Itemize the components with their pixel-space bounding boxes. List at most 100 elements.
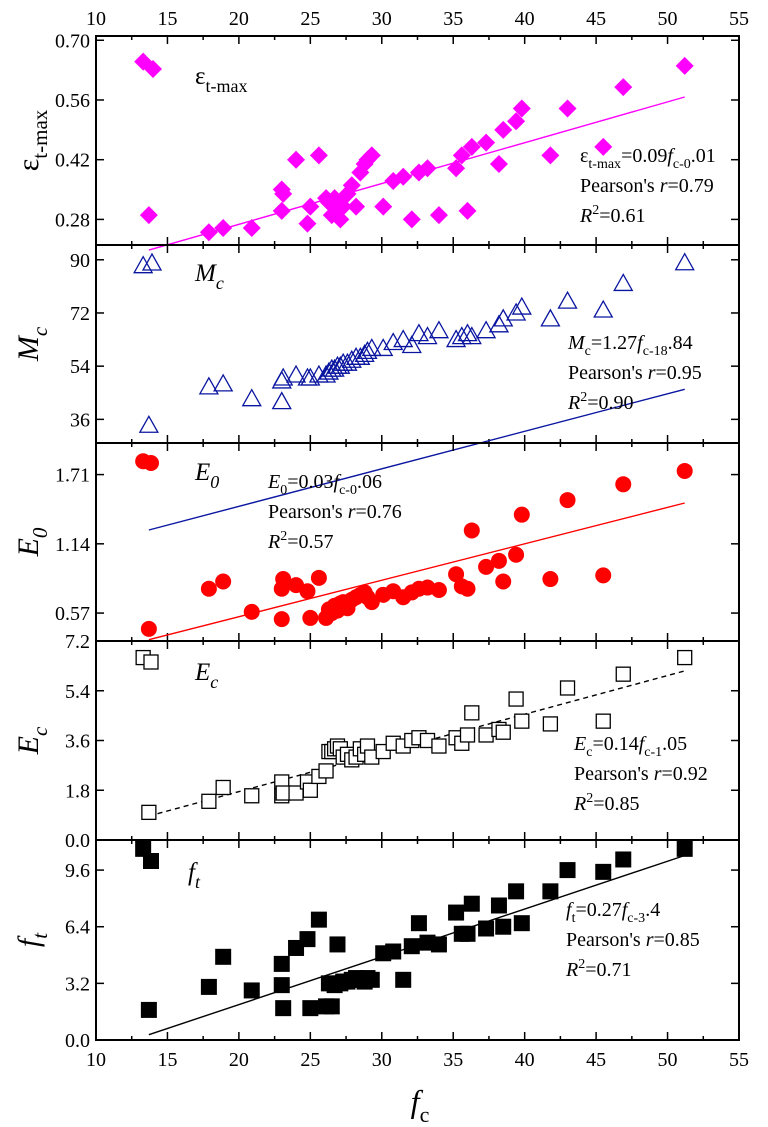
annotation-line: Pearson's r=0.92 (574, 763, 708, 785)
data-point (478, 727, 494, 743)
data-point (357, 341, 378, 360)
annotation-line: Pearson's r=0.76 (268, 501, 402, 523)
data-point (613, 273, 634, 292)
data-point (559, 862, 576, 879)
x-tick-label-top: 50 (658, 8, 678, 30)
data-point (511, 296, 532, 315)
data-point (401, 335, 422, 354)
data-point (675, 56, 694, 75)
data-point (595, 567, 612, 584)
data-point (275, 1000, 292, 1017)
data-point (275, 571, 292, 588)
data-point (495, 724, 511, 740)
data-point (201, 793, 217, 809)
data-point (418, 159, 437, 178)
annotation-line: Ec=0.14fc-1.05 (573, 733, 687, 760)
data-point (315, 364, 337, 383)
data-point (459, 580, 476, 597)
panel-frame (95, 442, 740, 642)
data-point (448, 566, 465, 583)
data-point (299, 583, 316, 600)
data-point (271, 391, 292, 410)
data-point (408, 323, 430, 342)
data-point (403, 938, 420, 955)
data-point (508, 691, 524, 707)
data-point (676, 462, 693, 479)
data-point (273, 977, 290, 994)
data-point (478, 920, 495, 937)
data-point (215, 948, 232, 965)
x-tick-label: 25 (300, 1049, 320, 1071)
data-point (410, 915, 427, 932)
data-point (495, 918, 512, 935)
data-point (676, 840, 693, 857)
y-axis-title: Mc​ (12, 326, 52, 362)
data-point (514, 713, 530, 729)
legend-label: ft​ (188, 859, 201, 892)
data-point (300, 367, 321, 386)
x-tick-label-top: 25 (300, 8, 320, 30)
y-tick-label: 0.0 (65, 830, 90, 852)
data-point (505, 302, 527, 321)
x-axis: 10 10 15 15 20 20 25 25 30 30 35 35 40 40 45 45 50 50 55 55… (86, 8, 749, 1127)
data-point (459, 727, 476, 743)
data-point (541, 146, 560, 165)
data-point (138, 414, 159, 433)
data-point (513, 506, 530, 523)
y-tick-label: 7.2 (65, 631, 90, 653)
data-point (244, 788, 260, 804)
y-tick-label: 0.28 (55, 209, 90, 231)
x-tick-label-top: 35 (443, 8, 463, 30)
legend-marker (143, 455, 159, 471)
x-tick-label: 45 (586, 1049, 606, 1071)
data-point (495, 573, 512, 590)
data-point (475, 320, 497, 339)
data-point (615, 476, 632, 493)
data-point (215, 573, 232, 590)
data-point (490, 552, 507, 569)
data-point (477, 133, 496, 152)
panel-E0: 0.57 1.14 1.71 E0​ E0​ E0=0.03fc-0.06 Pearson'… (12, 442, 740, 642)
data-point (199, 223, 218, 242)
annotation-line: R2=0.61 (579, 203, 646, 227)
data-point (285, 364, 307, 383)
y-tick-label: 0.56 (55, 90, 90, 112)
data-point (430, 936, 447, 953)
data-point (677, 649, 693, 666)
y-tick-label: 72 (70, 303, 90, 325)
annotation-line: Mc=1.27fc-18.84 (567, 332, 693, 359)
data-point (508, 546, 525, 563)
x-tick-label-top: 30 (372, 8, 392, 30)
data-point (445, 329, 467, 348)
data-point (615, 851, 632, 868)
data-point (272, 201, 291, 220)
data-point (347, 197, 366, 216)
data-point (302, 782, 318, 798)
data-point (594, 137, 613, 156)
data-point (273, 611, 290, 628)
data-point (301, 197, 320, 216)
data-point (361, 338, 382, 357)
data-point (213, 373, 234, 392)
y-tick-label: 1.8 (65, 780, 90, 802)
legend-marker (141, 252, 163, 271)
data-point (241, 388, 262, 407)
data-point (593, 299, 614, 318)
data-point (463, 522, 480, 539)
panel-Mc: 36 54 72 90 Mc​ Mc​ Mc=1.27fc-18.84 Pearson's r… (12, 244, 740, 531)
panel-ft: 0.0 3.2 6.4 9.6 ft​ ft​ ft=0.27fc-3.4 Pearson's… (12, 839, 740, 1052)
fit-line (148, 670, 685, 817)
x-tick-label: 30 (372, 1049, 392, 1071)
data-point (457, 323, 478, 342)
data-point (463, 895, 480, 912)
panel-epsilon: 0.28 0.42 0.56 0.70 εt-max​ εt-max​ εt-max=0.0… (12, 30, 740, 251)
y-tick-label: 0.57 (55, 603, 90, 625)
data-point (374, 197, 393, 216)
data-point (512, 99, 531, 118)
data-point (329, 936, 346, 953)
y-tick-label: 0.42 (55, 150, 90, 172)
data-point (242, 218, 261, 237)
y-tick-label: 0.0 (65, 1030, 90, 1052)
data-point (200, 978, 217, 995)
